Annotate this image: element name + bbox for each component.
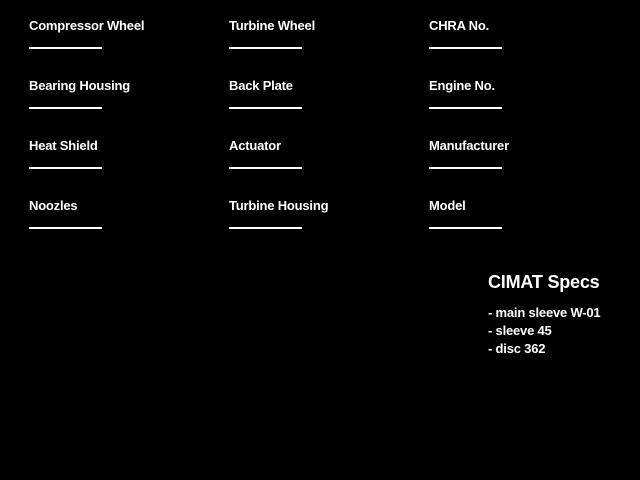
field-write-in-rule[interactable] <box>229 47 302 49</box>
field-label: Model <box>429 198 466 213</box>
cimat-specs-block: CIMAT Specs - main sleeve W-01 - sleeve … <box>488 272 633 358</box>
list-item: - sleeve 45 <box>488 323 552 338</box>
field-label: Actuator <box>229 138 281 153</box>
field-write-in-rule[interactable] <box>229 227 302 229</box>
field-label: Engine No. <box>429 78 495 93</box>
field-write-in-rule[interactable] <box>29 107 102 109</box>
field-label: Turbine Wheel <box>229 18 315 33</box>
field-write-in-rule[interactable] <box>429 107 502 109</box>
field-write-in-rule[interactable] <box>229 167 302 169</box>
field-label: Noozles <box>29 198 78 213</box>
field-label: Manufacturer <box>429 138 509 153</box>
list-item: - disc 362 <box>488 341 546 356</box>
field-write-in-rule[interactable] <box>429 47 502 49</box>
field-label: Heat Shield <box>29 138 98 153</box>
field-write-in-rule[interactable] <box>29 227 102 229</box>
field-write-in-rule[interactable] <box>29 47 102 49</box>
field-label: Bearing Housing <box>29 78 131 93</box>
field-write-in-rule[interactable] <box>429 167 502 169</box>
list-item: - main sleeve W-01 <box>488 305 601 320</box>
field-write-in-rule[interactable] <box>229 107 302 109</box>
field-write-in-rule[interactable] <box>429 227 502 229</box>
field-label: CHRA No. <box>429 18 490 33</box>
field-write-in-rule[interactable] <box>29 167 102 169</box>
cimat-specs-heading: CIMAT Specs <box>488 272 600 292</box>
field-label: Back Plate <box>229 78 293 93</box>
field-label: Compressor Wheel <box>29 18 145 33</box>
field-label: Turbine Housing <box>229 198 329 213</box>
cimat-specs-list: - main sleeve W-01 - sleeve 45 - disc 36… <box>488 304 633 358</box>
